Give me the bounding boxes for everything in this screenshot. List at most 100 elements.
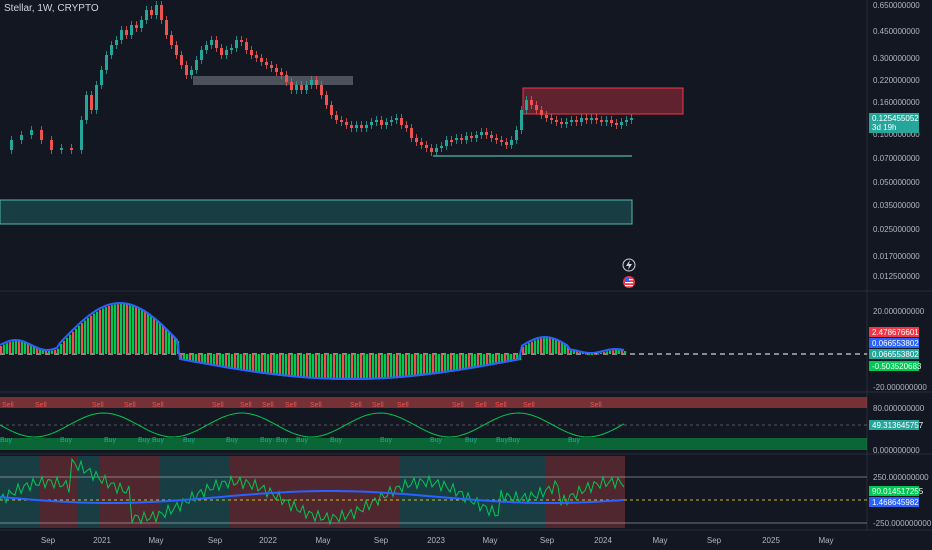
histogram-bar — [450, 354, 453, 373]
osc3-tick-top: 250.000000000 — [873, 473, 929, 482]
lightning-icon[interactable] — [622, 258, 636, 272]
symbol-title[interactable]: Stellar, 1W, CRYPTO — [4, 3, 99, 14]
candle-body — [70, 148, 73, 150]
time-axis[interactable]: Sep 2021 May Sep 2022 May Sep 2023 May Sep 2024 May… — [41, 536, 834, 545]
histogram-bar — [318, 354, 321, 380]
sell-signal: Sell — [397, 402, 409, 409]
sell-signal: Sell — [124, 402, 136, 409]
histogram-bar — [432, 354, 435, 375]
histogram-bar — [465, 354, 468, 370]
histogram-bar — [210, 354, 213, 366]
candle-body — [335, 115, 338, 120]
candle-body — [520, 110, 523, 130]
histogram-bar — [69, 334, 72, 354]
candle-body — [350, 125, 353, 128]
histogram-bar — [9, 342, 12, 354]
candle-body — [190, 70, 193, 75]
buy-signal: Buy — [296, 437, 309, 444]
histogram-bar — [54, 349, 57, 354]
histogram-bar — [474, 354, 477, 369]
sell-signal: Sell — [2, 402, 14, 409]
us-flag-icon[interactable] — [623, 276, 635, 288]
histogram-bar — [81, 323, 84, 354]
histogram-bar — [192, 354, 195, 363]
candle-body — [140, 20, 143, 28]
candle-body — [245, 42, 248, 50]
histogram-bar — [180, 354, 183, 360]
candle-body — [455, 138, 458, 140]
buy-signal: Buy — [152, 437, 165, 444]
histogram-bar — [315, 354, 318, 379]
candle-body — [495, 138, 498, 140]
candle-body — [385, 122, 388, 125]
buy-signal: Buy — [496, 437, 509, 444]
histogram-bar — [75, 328, 78, 354]
candle-body — [295, 85, 298, 90]
candle-body — [540, 110, 543, 115]
candle-body — [360, 125, 363, 128]
histogram-bar — [363, 354, 366, 380]
histogram-bar — [381, 354, 384, 380]
histogram-bar — [150, 315, 153, 354]
candle-body — [155, 5, 158, 15]
candle-body — [535, 105, 538, 110]
candle-body — [275, 68, 278, 72]
histogram-bar — [276, 354, 279, 376]
candle-body — [180, 55, 183, 65]
candle-body — [130, 25, 133, 35]
histogram-bar — [243, 354, 246, 371]
histogram-bar — [579, 352, 582, 354]
candle-body — [105, 55, 108, 70]
histogram-bar — [42, 350, 45, 354]
histogram-bar — [267, 354, 270, 375]
histogram-bar — [441, 354, 444, 374]
histogram-bar — [15, 341, 18, 354]
candle-body — [315, 80, 318, 85]
candle-body — [290, 82, 293, 90]
histogram-bar — [483, 354, 486, 367]
countdown-value: 3d 19h — [872, 123, 896, 132]
candle-body — [270, 65, 273, 68]
histogram-bar — [327, 354, 330, 380]
osc3-tag-2: 1.468645982 — [872, 498, 919, 507]
histogram-bar — [330, 354, 333, 380]
candle-body — [505, 142, 508, 145]
time-label: 2025 — [762, 536, 780, 545]
osc1-value-tags: 2.478676601 0.066553802 0.066553802 -0.5… — [869, 327, 922, 371]
candle-body — [470, 136, 473, 138]
histogram-oscillator — [0, 301, 627, 380]
oversold-band — [0, 438, 867, 450]
candle-body — [355, 125, 358, 128]
time-label: Sep — [41, 536, 56, 545]
histogram-bar — [270, 354, 273, 375]
sell-signal: Sell — [285, 402, 297, 409]
histogram-bar — [624, 350, 627, 354]
regime-block — [545, 456, 580, 528]
histogram-bar — [198, 354, 201, 364]
buy-signal: Buy — [568, 437, 581, 444]
candle-body — [250, 50, 253, 55]
histogram-bar — [375, 354, 378, 380]
histogram-bar — [129, 305, 132, 354]
candle-body — [630, 118, 633, 120]
histogram-bar — [135, 307, 138, 354]
histogram-bar — [459, 354, 462, 371]
candle-body — [160, 5, 163, 20]
osc2-line — [0, 412, 625, 438]
demand-zone — [0, 199, 633, 225]
candle-body — [605, 120, 608, 122]
histogram-bar — [213, 354, 216, 367]
candle-body — [230, 48, 233, 50]
histogram-bar — [495, 354, 498, 365]
histogram-bar — [51, 350, 54, 354]
candle-body — [560, 122, 563, 124]
histogram-bar — [549, 338, 552, 354]
osc3-trend-line — [0, 489, 625, 504]
histogram-bar — [228, 354, 231, 369]
candle-body — [195, 60, 198, 70]
candle-body — [210, 40, 213, 45]
price-axis[interactable]: 0.650000000 0.450000000 0.300000000 0.22000… — [873, 1, 920, 281]
sell-signal: Sell — [590, 402, 602, 409]
candle-body — [575, 120, 578, 122]
